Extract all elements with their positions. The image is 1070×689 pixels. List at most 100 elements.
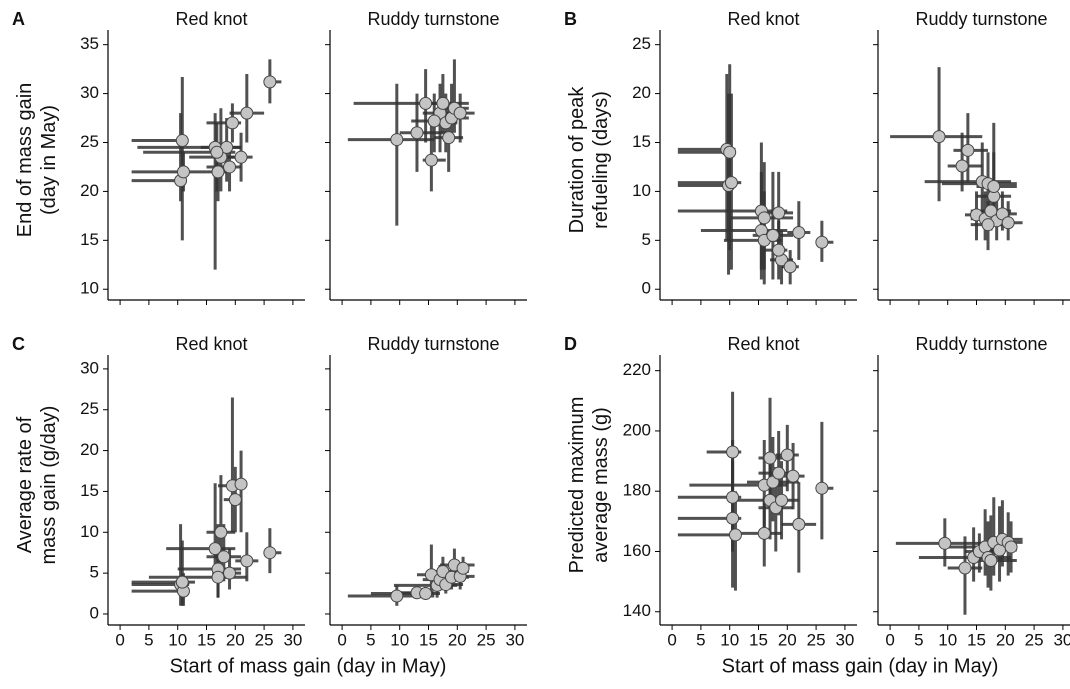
panel-label: C xyxy=(12,334,25,354)
point xyxy=(763,451,777,465)
x-tick-label: 30 xyxy=(505,630,524,649)
facet-title: Ruddy turnstone xyxy=(915,334,1047,354)
x-tick-label: 10 xyxy=(938,630,957,649)
y-tick-label: 30 xyxy=(80,358,99,377)
y-axis-label-line: average mass (g) xyxy=(590,407,612,563)
facet-title: Ruddy turnstone xyxy=(367,334,499,354)
point xyxy=(427,114,441,128)
point xyxy=(724,176,738,190)
point xyxy=(442,131,456,145)
point xyxy=(723,145,737,159)
point xyxy=(766,475,780,489)
point xyxy=(456,561,470,575)
facet-title: Red knot xyxy=(175,9,247,29)
point xyxy=(234,150,248,164)
point xyxy=(419,587,433,601)
panel-label: B xyxy=(564,9,577,29)
y-tick-label: 160 xyxy=(623,541,651,560)
facet: Ruddy turnstone xyxy=(325,9,527,305)
facet: Red knot A End of mass gain (day in May) 10 1… xyxy=(12,9,305,305)
y-axis-label-line: mass gain (g/day) xyxy=(38,406,60,565)
point xyxy=(961,143,975,157)
x-tick-label: 5 xyxy=(144,630,153,649)
y-tick-label: 200 xyxy=(623,420,651,439)
x-tick-label: 25 xyxy=(255,630,274,649)
y-axis-label-line: Duration of peak xyxy=(566,86,588,234)
x-tick-label: 20 xyxy=(448,630,467,649)
point xyxy=(419,96,433,110)
y-tick-label: 15 xyxy=(80,230,99,249)
x-tick-label: 10 xyxy=(390,630,409,649)
point xyxy=(390,133,404,147)
facet-title: Ruddy turnstone xyxy=(915,9,1047,29)
point xyxy=(728,528,742,542)
x-tick-label: 15 xyxy=(967,630,986,649)
y-tick-label: 180 xyxy=(623,481,651,500)
point xyxy=(214,525,228,539)
y-tick-label: 5 xyxy=(90,563,99,582)
x-tick-label: 30 xyxy=(835,630,854,649)
point xyxy=(958,561,972,575)
point xyxy=(783,260,797,274)
y-tick-label: 0 xyxy=(642,279,651,298)
panel-label: A xyxy=(12,9,25,29)
y-tick-label: 5 xyxy=(642,230,651,249)
point xyxy=(1004,540,1018,554)
point xyxy=(772,206,786,220)
point xyxy=(424,153,438,167)
point xyxy=(726,511,740,525)
point xyxy=(1001,216,1015,230)
y-tick-label: 0 xyxy=(90,603,99,622)
panel-label: D xyxy=(564,334,577,354)
point xyxy=(175,575,189,589)
facet: Ruddy turnstone xyxy=(873,9,1070,305)
point xyxy=(225,116,239,130)
y-tick-label: 220 xyxy=(623,360,651,379)
x-tick-label: 0 xyxy=(667,630,676,649)
facet-title: Red knot xyxy=(727,9,799,29)
facet: Red knot D Predicted maximum average mass (… xyxy=(564,334,998,678)
facet: Ruddy turnstone 0 5 10 15 20 25 30 xyxy=(325,334,527,649)
y-tick-label: 140 xyxy=(623,601,651,620)
point xyxy=(955,159,969,173)
point xyxy=(234,477,248,491)
point xyxy=(228,493,242,507)
x-axis-label: Start of mass gain (day in May) xyxy=(722,655,999,677)
point xyxy=(780,448,794,462)
facet-title: Ruddy turnstone xyxy=(367,9,499,29)
point xyxy=(757,526,771,540)
facet-title: Red knot xyxy=(727,334,799,354)
point xyxy=(772,243,786,257)
x-tick-label: 20 xyxy=(778,630,797,649)
point xyxy=(223,160,237,174)
y-tick-label: 30 xyxy=(80,83,99,102)
y-tick-label: 25 xyxy=(80,132,99,151)
point xyxy=(815,481,829,495)
facet: Red knot B Duration of peak refueling (days… xyxy=(564,9,857,305)
point xyxy=(726,490,740,504)
point xyxy=(815,235,829,249)
point xyxy=(240,106,254,120)
y-tick-label: 20 xyxy=(632,83,651,102)
x-tick-label: 25 xyxy=(807,630,826,649)
point xyxy=(217,550,231,564)
x-tick-label: 5 xyxy=(696,630,705,649)
y-axis-label: End of mass gain (day in May) xyxy=(14,83,60,238)
point xyxy=(390,589,404,603)
point xyxy=(726,445,740,459)
facet-title: Red knot xyxy=(175,334,247,354)
x-tick-label: 10 xyxy=(720,630,739,649)
y-axis-label: Predicted maximum average mass (g) xyxy=(566,397,612,574)
y-tick-label: 20 xyxy=(80,440,99,459)
y-axis-label-line: Average rate of xyxy=(14,416,36,553)
point xyxy=(932,130,946,144)
point xyxy=(766,228,780,242)
point xyxy=(775,493,789,507)
x-tick-label: 5 xyxy=(914,630,923,649)
x-tick-label: 15 xyxy=(749,630,768,649)
x-tick-label: 0 xyxy=(885,630,894,649)
point xyxy=(223,566,237,580)
y-tick-label: 25 xyxy=(80,399,99,418)
x-tick-label: 20 xyxy=(996,630,1015,649)
